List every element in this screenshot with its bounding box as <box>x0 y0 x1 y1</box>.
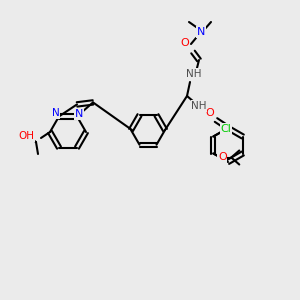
Text: NH: NH <box>191 101 207 111</box>
Text: O: O <box>218 152 227 163</box>
Text: O: O <box>181 38 189 48</box>
Text: Cl: Cl <box>221 124 232 134</box>
Text: N: N <box>197 27 205 37</box>
Text: NH: NH <box>186 69 202 79</box>
Text: N: N <box>52 108 60 118</box>
Text: N: N <box>75 110 83 119</box>
Text: OH: OH <box>18 131 34 141</box>
Text: O: O <box>206 108 214 118</box>
